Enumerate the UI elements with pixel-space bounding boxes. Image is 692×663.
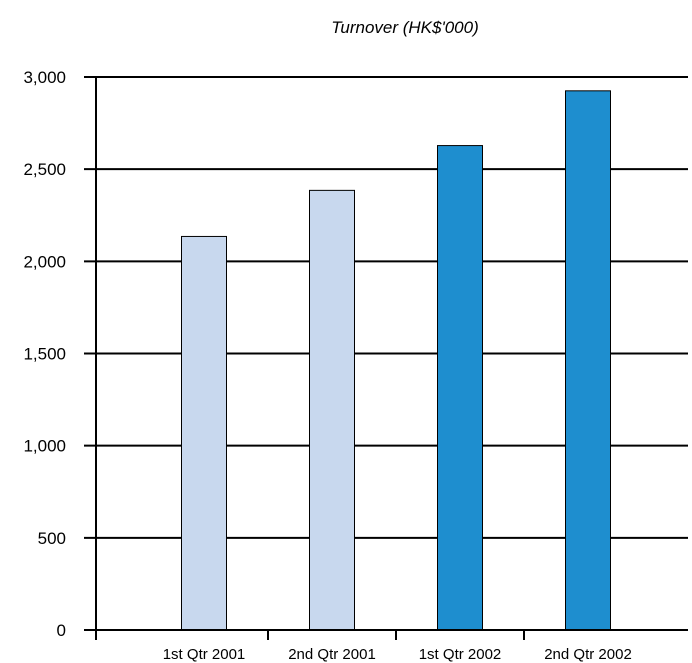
y-tick-label: 3,000 <box>23 68 66 87</box>
bar <box>565 90 611 631</box>
axes <box>84 77 688 640</box>
y-tick-labels: 0 500 1,000 1,500 2,000 2,500 3,000 <box>23 68 66 640</box>
bar <box>437 145 483 631</box>
x-tick-label: 2nd Qtr 2001 <box>288 646 376 663</box>
y-tick-label: 2,500 <box>23 160 66 179</box>
x-tick-labels: 1st Qtr 2001 2nd Qtr 2001 1st Qtr 2002 2nd … <box>163 646 632 663</box>
y-tick-label: 0 <box>57 621 66 640</box>
y-tick-label: 500 <box>38 529 66 548</box>
y-tick-label: 1,000 <box>23 437 66 456</box>
chart-title: Turnover (HK$'000) <box>331 18 479 37</box>
bars <box>181 90 611 631</box>
x-tick-label: 1st Qtr 2001 <box>163 646 246 663</box>
y-tick-label: 1,500 <box>23 345 66 364</box>
x-tick-label: 2nd Qtr 2002 <box>544 646 632 663</box>
y-tick-label: 2,000 <box>23 252 66 271</box>
bar <box>181 235 227 631</box>
x-tick-label: 1st Qtr 2002 <box>419 646 502 663</box>
bar <box>309 189 355 631</box>
